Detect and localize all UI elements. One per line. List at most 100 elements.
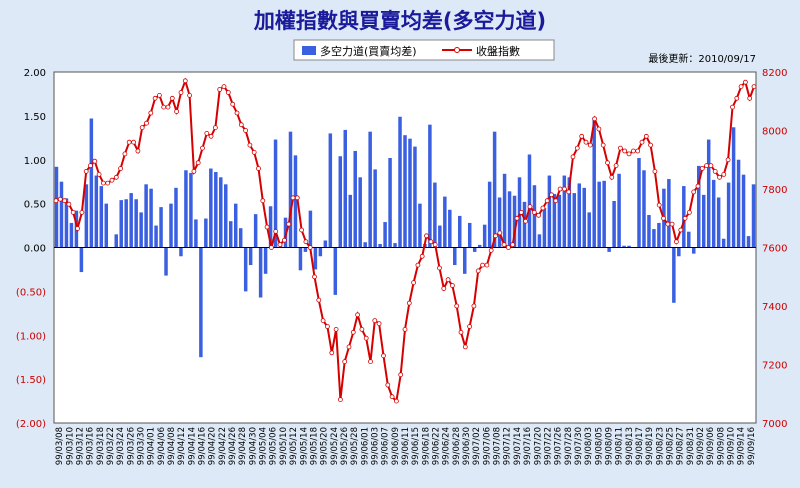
right-tick-label: 7600 (762, 244, 787, 255)
bar (298, 247, 303, 271)
index-point (113, 174, 119, 180)
index-point (721, 171, 727, 177)
x-tick-label: 99/09/14 (737, 427, 747, 465)
x-tick-label: 99/03/30 (137, 427, 147, 465)
bar (238, 228, 243, 248)
bar (398, 116, 402, 248)
bar (697, 165, 701, 248)
bar (318, 247, 323, 257)
index-point (406, 300, 412, 306)
bar (736, 159, 741, 248)
index-point (53, 198, 59, 204)
index-point (432, 242, 438, 248)
x-tick-label: 99/06/03 (371, 427, 381, 465)
legend-line-label: 收盤指數 (476, 44, 520, 58)
index-point (674, 239, 679, 245)
x-tick-label: 99/04/30 (248, 427, 258, 465)
index-point (381, 353, 386, 359)
bar (358, 177, 362, 248)
index-point (704, 163, 709, 169)
index-point (92, 158, 98, 164)
x-tick-label: 99/08/23 (655, 427, 665, 465)
index-point (281, 237, 287, 243)
right-tick-label: 7200 (762, 361, 787, 372)
index-point (238, 122, 244, 128)
index-point (135, 148, 141, 154)
index-point (587, 142, 593, 148)
x-tick-label: 99/09/10 (727, 427, 737, 465)
index-point (66, 201, 72, 207)
index-point (712, 168, 718, 174)
index-point (449, 283, 455, 288)
x-tick-label: 99/05/18 (309, 427, 319, 465)
x-tick-label: 99/09/06 (706, 427, 716, 465)
x-tick-label: 99/07/06 (482, 427, 492, 465)
index-point (467, 324, 473, 329)
index-point (596, 126, 602, 132)
bar (677, 247, 681, 257)
bar (154, 225, 158, 248)
x-tick-label: 99/08/11 (615, 427, 625, 465)
index-point (273, 228, 279, 234)
x-tick-label: 99/05/12 (289, 427, 299, 465)
index-point (372, 318, 378, 324)
index-point (518, 209, 524, 215)
bar (119, 200, 123, 248)
bar (219, 177, 223, 248)
bar (502, 173, 507, 248)
bar (612, 200, 616, 248)
index-point (600, 142, 606, 148)
index-point (648, 142, 653, 148)
index-point (70, 209, 76, 215)
index-point (385, 382, 391, 388)
bar (373, 169, 377, 248)
index-point (101, 180, 106, 186)
index-point (355, 312, 361, 318)
right-tick-label: 7000 (762, 419, 787, 430)
index-point (441, 286, 447, 291)
index-point (299, 227, 305, 233)
index-point (549, 192, 554, 198)
index-point (699, 166, 705, 171)
index-point (402, 326, 408, 332)
bar (477, 244, 482, 248)
x-tick-label: 99/07/16 (523, 427, 533, 465)
index-point (346, 344, 352, 350)
x-tick-label: 99/06/28 (452, 427, 462, 465)
index-point (161, 104, 167, 110)
x-tick-label: 99/09/02 (696, 427, 706, 465)
bar (467, 222, 472, 248)
bar (692, 247, 696, 254)
bar (592, 118, 596, 248)
bar (552, 193, 557, 248)
x-tick-label: 99/04/08 (167, 427, 177, 465)
x-tick-label: 99/05/26 (340, 427, 350, 465)
bar (114, 234, 118, 248)
bar (512, 195, 517, 248)
right-axis: 8200 8000 7800 7600 7400 7200 7000 (762, 68, 787, 430)
index-point (350, 329, 356, 335)
index-point (471, 303, 477, 309)
x-tick-label: 99/07/30 (574, 427, 584, 465)
index-point (225, 90, 231, 95)
bar (482, 224, 487, 248)
index-point (174, 109, 180, 114)
index-point (290, 195, 296, 201)
index-point (493, 233, 498, 239)
x-tick-label: 99/04/20 (208, 427, 218, 465)
index-point (708, 163, 714, 169)
bar (79, 247, 84, 273)
bar (69, 222, 74, 248)
x-tick-label: 99/05/06 (269, 427, 279, 465)
x-tick-label: 99/03/24 (116, 427, 126, 465)
x-tick-label: 99/08/17 (635, 427, 645, 465)
right-tick-label: 8000 (762, 127, 787, 138)
index-point (678, 227, 684, 233)
left-axis: 2.00 1.50 1.00 0.50 0.00 (0.50) (1.00) (1.50) (2… (16, 68, 46, 430)
x-tick-label: 99/03/08 (55, 427, 65, 465)
index-point (484, 262, 490, 268)
bar (233, 203, 238, 248)
index-point (182, 78, 188, 84)
index-point (139, 125, 145, 130)
bar (706, 139, 711, 248)
